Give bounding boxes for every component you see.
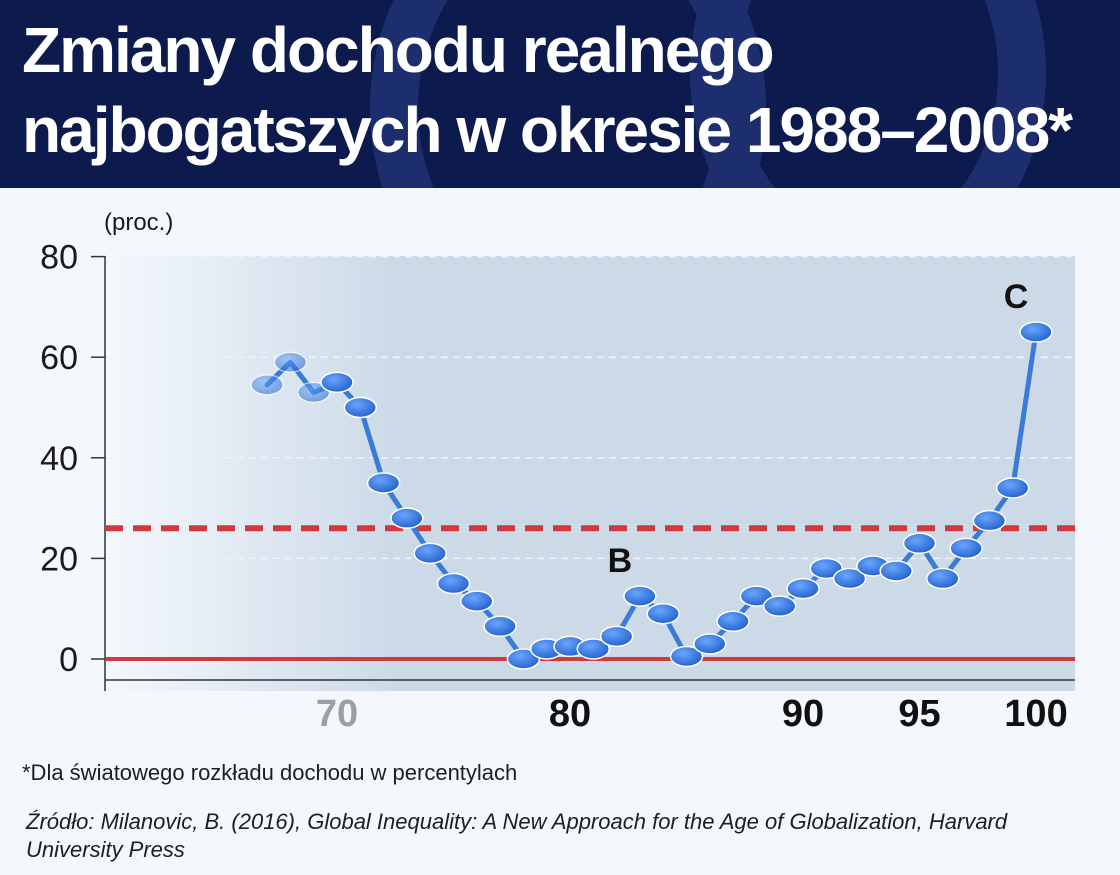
plot-fade xyxy=(105,256,395,691)
data-point xyxy=(366,472,401,494)
x-tick-label: 95 xyxy=(898,693,940,735)
data-point xyxy=(972,509,1007,532)
annotation-label: B xyxy=(608,542,633,580)
source-note: Źródło: Milanovic, B. (2016), Global Ine… xyxy=(26,809,1008,862)
data-point xyxy=(436,572,471,595)
title-line-1: Zmiany dochodu realnego xyxy=(22,14,775,86)
data-point xyxy=(926,567,960,590)
line-chart: 0 20 40 60 80 70 80 90 95 100 B C (proc.) xyxy=(40,209,1075,735)
data-point xyxy=(669,645,704,668)
data-point xyxy=(296,381,331,404)
data-point xyxy=(506,648,541,670)
data-point xyxy=(809,557,844,580)
data-point xyxy=(693,633,727,655)
data-point xyxy=(902,532,937,555)
data-point xyxy=(832,567,867,590)
y-tick-label: 80 xyxy=(40,239,78,277)
y-tick-label: 20 xyxy=(40,540,78,578)
header-banner: Zmiany dochodu realnego najbogatszych w … xyxy=(0,0,1120,188)
page-title: Zmiany dochodu realnego najbogatszych w … xyxy=(22,10,1073,170)
data-point xyxy=(646,602,680,625)
data-point xyxy=(320,371,354,394)
series-line xyxy=(264,329,1039,662)
data-point xyxy=(250,374,284,396)
data-point xyxy=(273,351,308,373)
x-tick-label: 70 xyxy=(316,693,358,735)
data-point xyxy=(483,615,517,638)
y-tick-label: 60 xyxy=(40,339,78,377)
data-point xyxy=(413,542,447,565)
data-point xyxy=(1019,321,1053,343)
data-point xyxy=(995,477,1030,499)
x-tick-label: 80 xyxy=(549,693,591,735)
data-point xyxy=(599,625,634,648)
title-line-2: najbogatszych w okresie 1988–2008* xyxy=(22,94,1073,166)
y-tick-label: 40 xyxy=(40,440,78,478)
y-axis-label: (proc.) xyxy=(104,209,173,236)
y-tick-label: 0 xyxy=(59,641,78,679)
data-point xyxy=(949,537,983,560)
data-point xyxy=(390,507,424,529)
annotation-label: C xyxy=(1004,278,1029,316)
data-point xyxy=(739,585,774,607)
data-point xyxy=(460,590,494,612)
footnote: *Dla światowego rozkładu dochodu w perce… xyxy=(22,760,518,785)
x-tick-label: 100 xyxy=(1004,693,1067,735)
data-point xyxy=(623,585,657,607)
data-point xyxy=(716,610,750,633)
data-point xyxy=(576,638,611,660)
x-tick-label: 90 xyxy=(782,693,824,735)
data-point xyxy=(762,595,797,617)
data-point xyxy=(786,577,820,600)
data-point xyxy=(879,560,913,582)
data-point xyxy=(343,396,378,419)
